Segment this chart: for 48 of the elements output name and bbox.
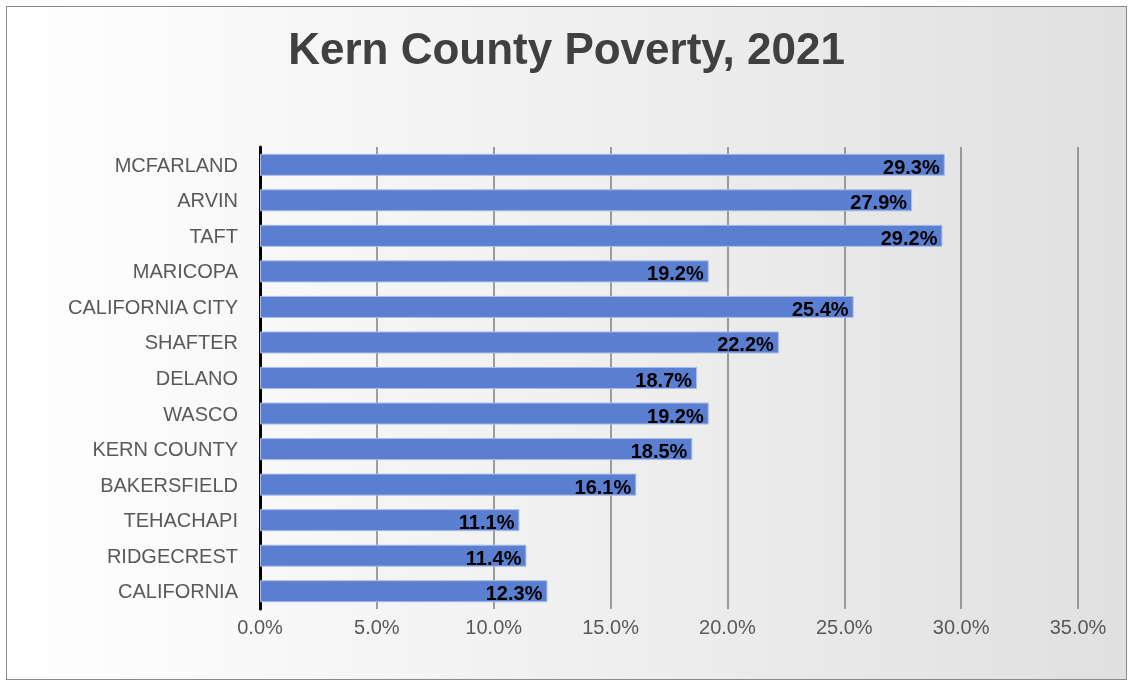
data-label: 18.5% (630, 440, 688, 463)
bar (260, 331, 779, 354)
y-tick-label: MCFARLAND (114, 153, 238, 176)
data-label: 19.2% (647, 404, 704, 427)
x-tick-label: 10.0% (465, 616, 523, 638)
data-label: 22.2% (717, 333, 775, 356)
data-label: 29.3% (883, 155, 940, 178)
y-tick-label: DELANO (155, 367, 238, 389)
x-tick-label: 15.0% (582, 616, 640, 638)
data-label: 16.1% (574, 475, 632, 498)
x-tick-label: 25.0% (815, 616, 873, 638)
y-tick-label: ARVIN (177, 189, 238, 212)
x-tick-label: 30.0% (932, 616, 990, 638)
bar (260, 189, 913, 212)
data-label: 27.9% (850, 191, 908, 214)
bar (260, 509, 520, 532)
y-tick-label: CALIFORNIA (117, 580, 239, 603)
bar (260, 366, 698, 390)
bar (260, 580, 548, 603)
y-tick-label: TEHACHAPI (123, 509, 238, 532)
data-label: 11.1% (458, 511, 515, 534)
y-tick-label: KERN COUNTY (92, 438, 238, 461)
data-label: 19.2% (647, 262, 704, 285)
data-label: 11.4% (465, 546, 522, 569)
data-label: 25.4% (791, 297, 849, 320)
bar (260, 438, 693, 461)
y-tick-label: TAFT (189, 224, 238, 247)
y-tick-label: BAKERSFIELD (100, 473, 238, 496)
bar (260, 544, 527, 567)
data-label: 12.3% (485, 582, 543, 605)
y-tick-label: SHAFTER (144, 331, 238, 354)
bar (260, 473, 637, 496)
y-tick-label: CALIFORNIA CITY (67, 295, 238, 318)
bar (260, 153, 945, 176)
y-tick-label: WASCO (163, 402, 238, 425)
data-label: 18.7% (635, 369, 693, 391)
x-tick-label: 5.0% (354, 616, 400, 638)
bar (260, 224, 943, 247)
bar (260, 295, 854, 318)
bar (260, 260, 709, 283)
y-tick-label: RIDGECREST (106, 544, 238, 567)
bar (260, 402, 709, 425)
x-tick-label: 35.0% (1049, 616, 1107, 638)
x-tick-label: 0.0% (237, 616, 284, 638)
x-tick-label: 20.0% (699, 616, 756, 638)
chart-title: Kern County Poverty, 2021 (288, 23, 845, 73)
y-tick-label: MARICOPA (132, 260, 239, 283)
data-label: 29.2% (880, 226, 938, 249)
